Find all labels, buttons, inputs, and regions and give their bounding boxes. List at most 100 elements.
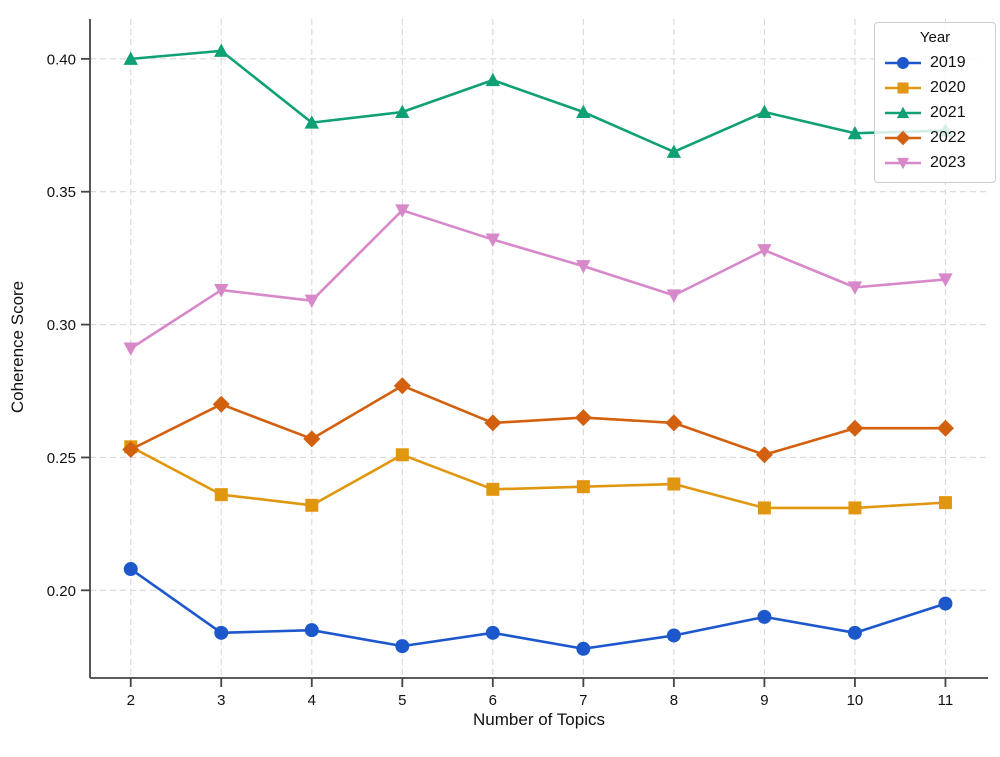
series-line-2021: [129, 49, 947, 154]
x-tick-label: 7: [579, 692, 587, 709]
data-point: [486, 482, 500, 496]
data-point: [847, 125, 863, 140]
data-point: [757, 104, 772, 119]
x-tick-label: 2: [127, 692, 135, 709]
data-point: [757, 244, 772, 258]
legend-marker-square-icon: [885, 81, 921, 94]
data-point: [214, 488, 228, 502]
legend: Year 2019 2020 2021 2022 2023: [874, 22, 996, 183]
data-point: [846, 419, 864, 437]
series-2023: [123, 204, 953, 356]
data-point: [485, 233, 501, 247]
series-2019: [123, 562, 953, 656]
data-point: [666, 289, 682, 303]
x-tick-label: 3: [217, 692, 225, 709]
data-point: [485, 72, 501, 87]
x-tick-label: 4: [308, 692, 316, 709]
legend-label: 2020: [930, 79, 966, 96]
legend-entry-2020: 2020: [885, 75, 985, 100]
data-point: [395, 204, 410, 218]
data-point: [214, 625, 229, 640]
y-tick-label: 0.30: [47, 317, 76, 334]
data-point: [938, 273, 953, 287]
x-axis-title: Number of Topics: [473, 710, 605, 729]
data-point: [576, 480, 590, 494]
data-point: [576, 641, 591, 656]
data-point: [576, 104, 591, 119]
data-point: [936, 419, 954, 437]
data-point: [757, 609, 772, 624]
series-line-2023: [129, 209, 947, 350]
data-point: [395, 448, 409, 462]
y-tick-label: 0.25: [47, 450, 76, 467]
y-tick-label: 0.20: [47, 583, 76, 600]
data-point: [666, 628, 681, 643]
legend-marker-diamond-icon: [885, 130, 921, 145]
legend-label: 2019: [930, 54, 966, 71]
data-point: [896, 157, 910, 169]
data-point: [123, 51, 138, 65]
series-2021: [123, 43, 953, 158]
series-line-2019: [129, 567, 947, 651]
x-tick-label: 6: [489, 692, 497, 709]
x-tick-label: 8: [670, 692, 678, 709]
data-point: [667, 477, 681, 491]
y-tick-label: 0.40: [47, 51, 76, 68]
data-point: [897, 81, 909, 94]
data-point: [305, 498, 319, 512]
legend-marker-triangle-up-icon: [885, 106, 921, 118]
data-point: [848, 501, 862, 515]
data-point: [938, 496, 952, 510]
series-2020: [124, 440, 952, 515]
data-point: [393, 377, 411, 395]
data-point: [304, 623, 319, 638]
legend-marker-circle-icon: [885, 56, 921, 69]
x-tick-label: 5: [398, 692, 406, 709]
data-point: [897, 56, 909, 69]
data-point: [122, 440, 140, 458]
legend-title: Year: [919, 29, 951, 46]
x-tick-label: 9: [760, 692, 768, 709]
series-line-2020: [129, 445, 947, 510]
data-point: [574, 409, 592, 427]
data-point: [757, 501, 771, 515]
data-point: [847, 625, 862, 640]
legend-label: 2023: [930, 154, 966, 171]
data-point: [214, 284, 229, 298]
data-point: [665, 414, 683, 432]
data-point: [576, 260, 591, 274]
x-tick-label: 10: [847, 692, 864, 709]
data-point: [484, 414, 502, 432]
data-point: [304, 115, 319, 129]
legend-label: 2022: [930, 129, 966, 146]
legend-marker-triangle-down-icon: [885, 157, 921, 169]
legend-entry-2021: 2021: [885, 100, 985, 125]
data-point: [666, 144, 682, 158]
legend-entry-2023: 2023: [885, 150, 985, 175]
data-point: [123, 342, 138, 356]
data-point: [896, 106, 910, 118]
data-point: [938, 596, 953, 611]
legend-label: 2021: [930, 104, 966, 121]
x-tick-label: 11: [938, 692, 954, 709]
series-2022: [122, 377, 954, 464]
data-point: [755, 446, 773, 464]
data-point: [123, 562, 138, 577]
legend-entry-2022: 2022: [885, 125, 985, 150]
series-line-2022: [129, 384, 947, 457]
data-point: [847, 281, 863, 295]
data-point: [395, 639, 410, 654]
data-point: [895, 130, 911, 145]
data-point: [212, 395, 230, 413]
data-point: [485, 625, 500, 640]
legend-entries: 2019 2020 2021 2022 2023: [885, 50, 985, 175]
y-axis-title: Coherence Score: [8, 280, 27, 414]
data-point: [214, 43, 229, 57]
data-point: [303, 430, 321, 448]
legend-entry-2019: 2019: [885, 50, 985, 75]
data-point: [304, 294, 319, 309]
y-tick-label: 0.35: [47, 184, 76, 201]
data-point: [395, 104, 410, 119]
